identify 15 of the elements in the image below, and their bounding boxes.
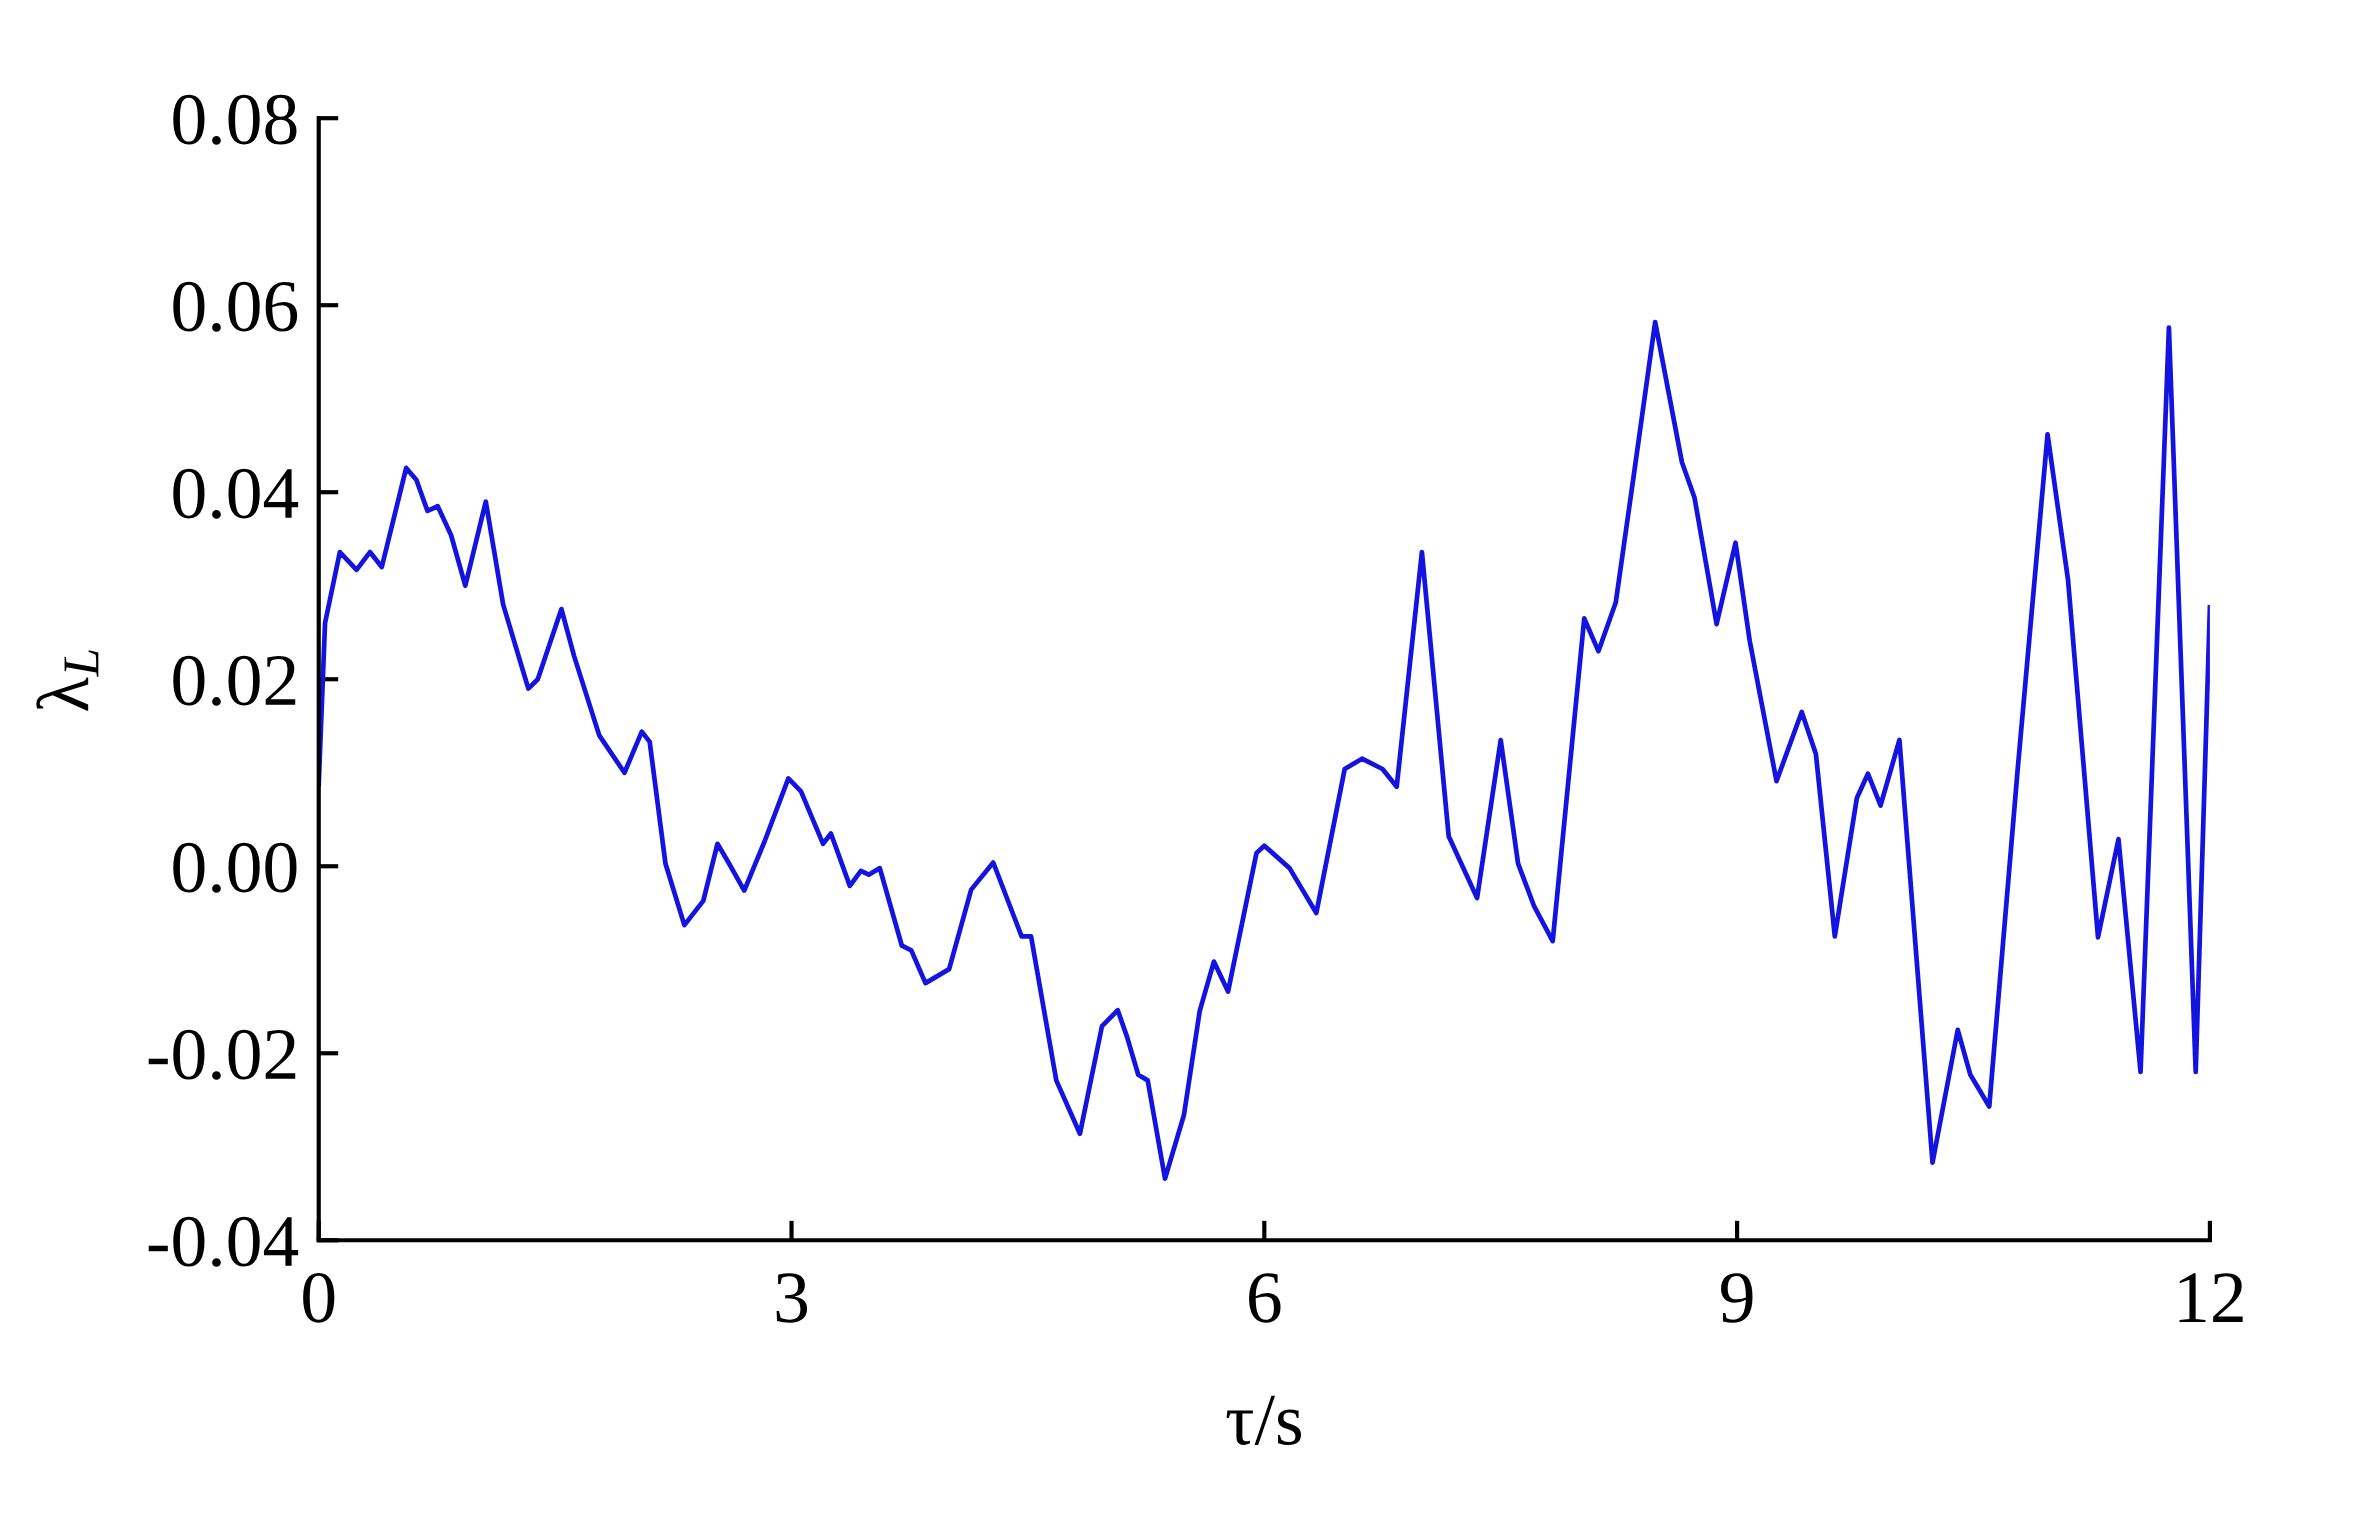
x-tick-label: 12 bbox=[2179, 1273, 2243, 1322]
x-tick-label: 6 bbox=[1249, 1273, 1281, 1323]
y-tick-label: 0.02 bbox=[173, 655, 296, 706]
x-tick-label: 3 bbox=[776, 1273, 808, 1323]
line-series bbox=[318, 319, 2210, 1181]
y-tick-label: 0.00 bbox=[173, 842, 297, 893]
x-tick-label: 9 bbox=[1721, 1273, 1753, 1323]
y-tick-label: -0.02 bbox=[148, 1029, 296, 1080]
x-axis-title: τ/s bbox=[1226, 1395, 1301, 1445]
y-tick-label: 0.06 bbox=[173, 281, 298, 332]
y-tick-label: 0.04 bbox=[173, 468, 299, 519]
x-tick-label: 0 bbox=[303, 1272, 335, 1323]
y-tick-label: -0.04 bbox=[148, 1216, 299, 1267]
y-tick-label: 0.08 bbox=[173, 94, 297, 145]
y-axis-title: λ$_{L}$ bbox=[36, 650, 99, 711]
